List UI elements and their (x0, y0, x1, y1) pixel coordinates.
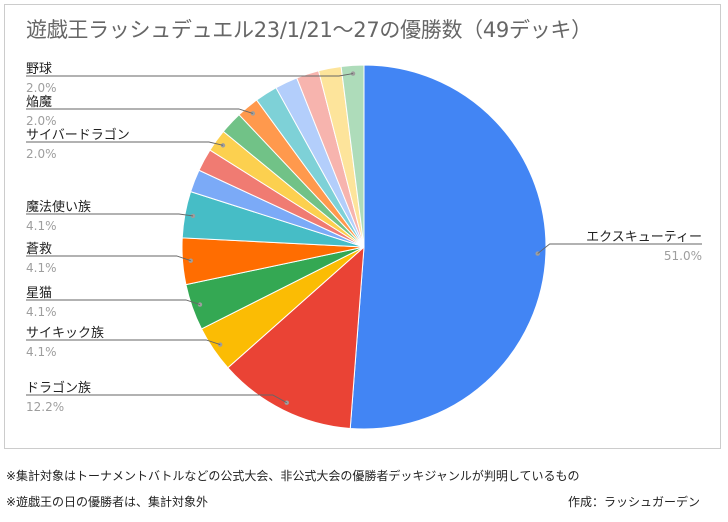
pie-slices (181, 64, 547, 430)
slice-label-name: 星猫 (26, 286, 52, 301)
leader-line (26, 394, 287, 404)
leader-line (26, 108, 253, 114)
pie-slice (349, 64, 547, 430)
leader-line (26, 299, 201, 305)
pie-chart: エクスキューティー 51.0% ドラゴン族 12.2% サイキック族 4.1% 星猫 4.1%… (26, 62, 702, 430)
slice-label-name: 焔魔 (26, 95, 52, 110)
slice-label-percent: 2.0% (26, 114, 57, 128)
slice-label-name: ドラゴン族 (26, 380, 91, 396)
slice-label-percent: 12.2% (26, 400, 64, 414)
slice-label-name: サイバードラゴン (26, 127, 130, 143)
leader-line (26, 73, 354, 77)
slice-label-name: 蒼救 (26, 241, 52, 257)
slice-label-percent: 2.0% (26, 147, 57, 161)
slice-label-percent: 51.0% (664, 249, 702, 263)
leader-line (26, 213, 194, 217)
leader-line (26, 339, 221, 346)
pie-slice (340, 64, 365, 248)
footnote-exclusion: ※遊戯王の日の優勝者は、集計対象外 (6, 495, 209, 509)
slice-label-name: 野球 (26, 62, 52, 77)
slice-label-percent: 4.1% (26, 219, 57, 233)
slice-label-percent: 2.0% (26, 81, 57, 95)
slice-label-percent: 4.1% (26, 345, 57, 359)
slice-label-percent: 4.1% (26, 261, 57, 275)
slice-label-name: エクスキューティー (586, 230, 702, 245)
pie-labels: エクスキューティー 51.0% ドラゴン族 12.2% サイキック族 4.1% 星猫 4.1%… (26, 62, 702, 414)
leader-line (26, 141, 224, 146)
footnote-scope: ※集計対象はトーナメントバトルなどの公式大会、非公式大会の優勝者デッキジャンルが… (6, 469, 580, 483)
chart-title: 遊戯王ラッシュデュエル23/1/21～27の優勝数（49デッキ） (26, 18, 592, 42)
leader-line (537, 243, 702, 254)
author-credit: 作成：ラッシュガーデン (567, 495, 700, 509)
slice-label-name: サイキック族 (26, 325, 104, 341)
slice-label-percent: 4.1% (26, 305, 57, 319)
leader-line (26, 255, 191, 262)
slice-label-name: 魔法使い族 (26, 199, 91, 215)
pie-slice (227, 245, 365, 430)
